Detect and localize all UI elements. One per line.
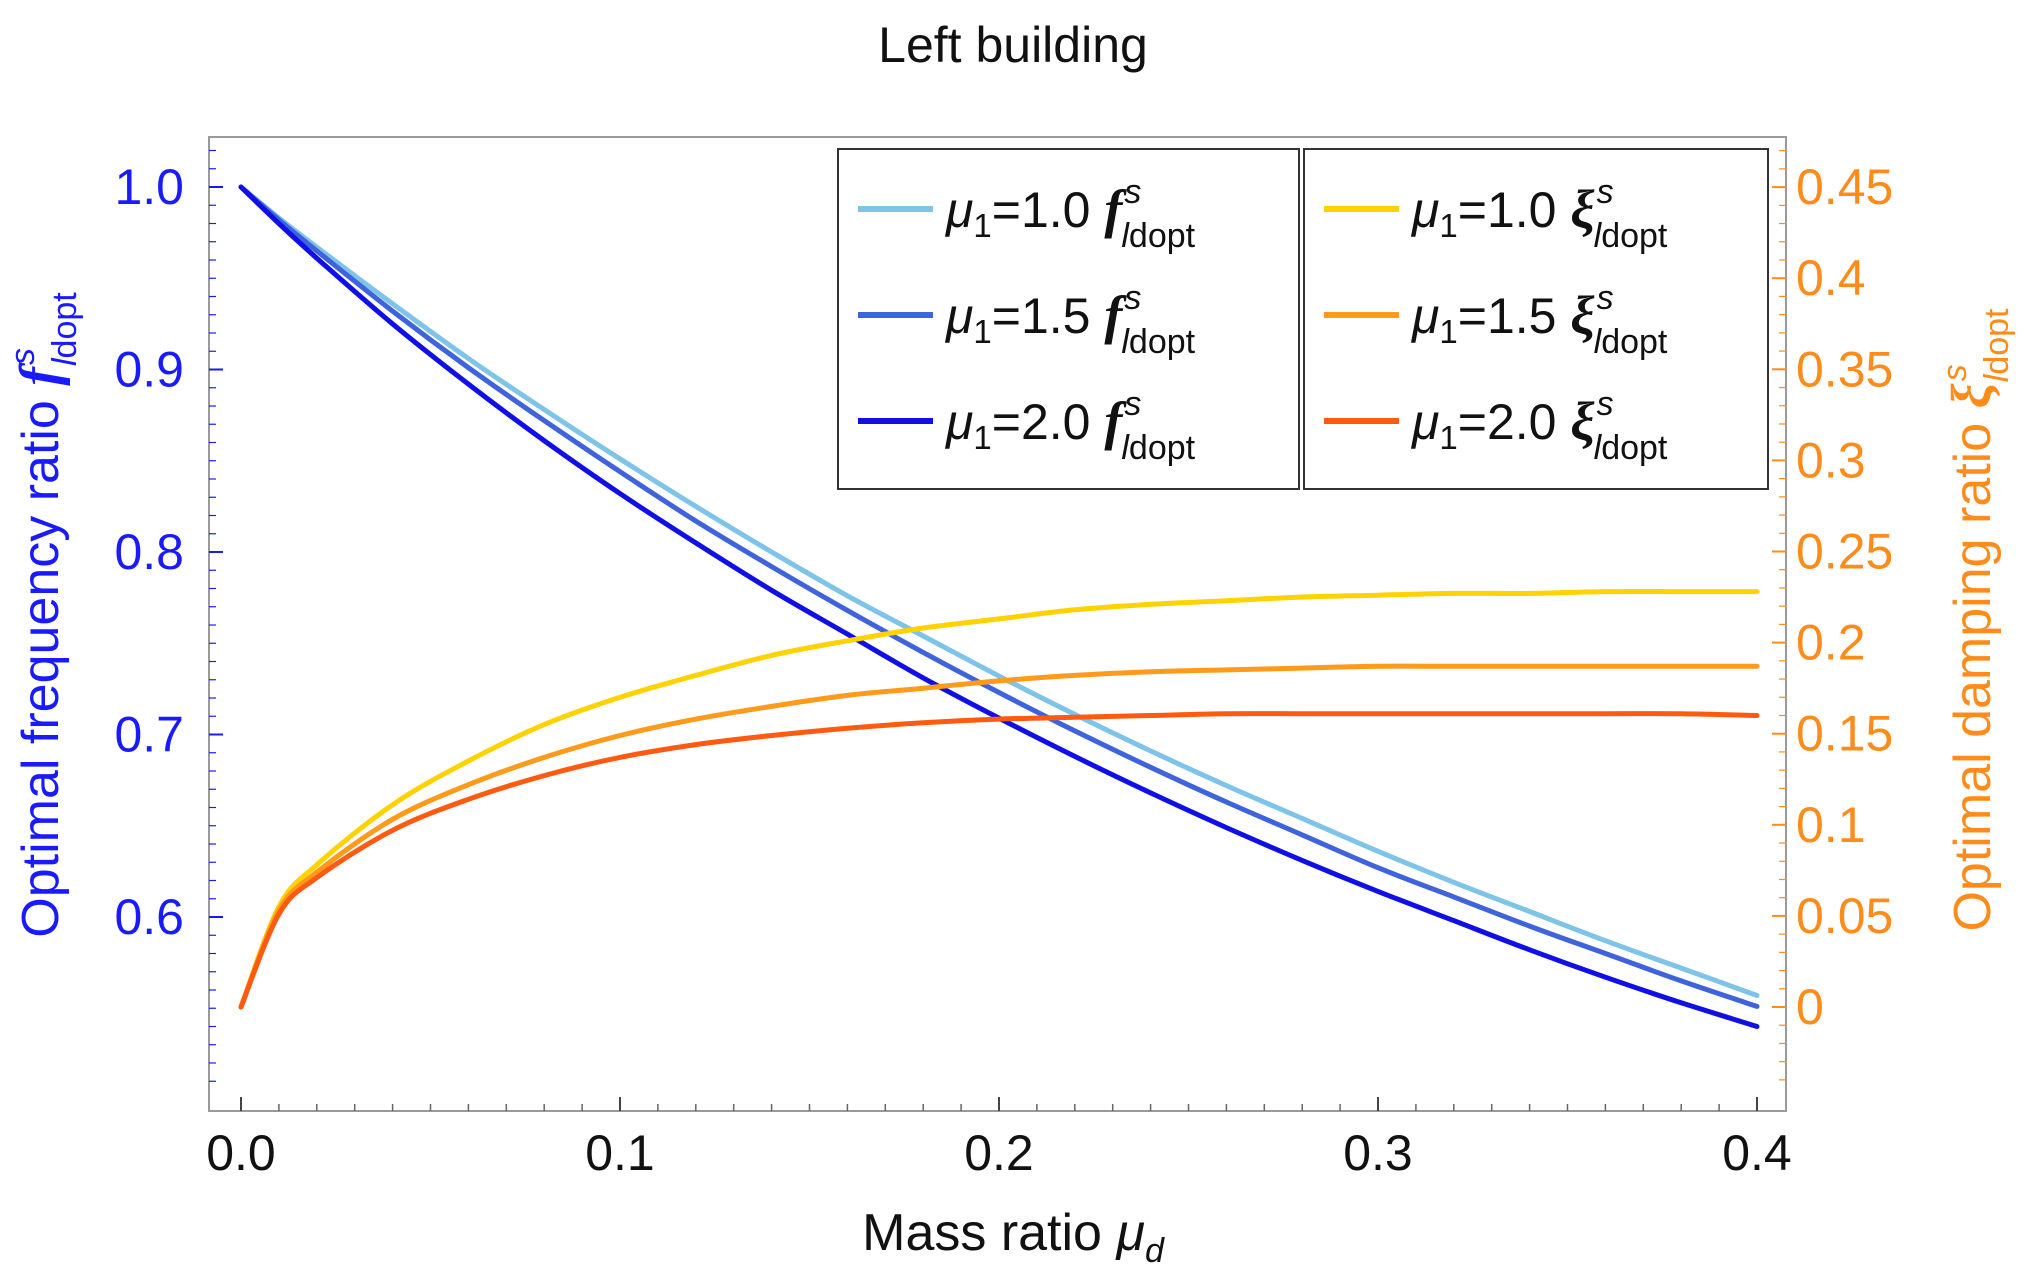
series-line-1 — [238, 184, 1760, 998]
y-left-tick-label: 0.7 — [114, 707, 184, 763]
y-right-axis-label: Optimal damping ratio ξs ldopt — [1936, 308, 2016, 932]
legend: μ1=1.0 fs ldopt μ1=1.5 fs ldopt μ1=2.0 fs ldo… — [837, 148, 1769, 490]
legend-box-damping: μ1=1.0 ξs ldopt μ1=1.5 ξs ldopt μ1=2.0 ξs ldo… — [1303, 148, 1769, 490]
legend-entry-label: μ1=2.0 fs ldopt — [944, 385, 1196, 467]
legend-entry-label: μ1=1.5 fs ldopt — [944, 279, 1196, 361]
series-layer — [238, 184, 1760, 1029]
x-tick-label: 0.0 — [206, 1125, 276, 1181]
chart-title: Left building — [878, 17, 1148, 73]
series-line-2 — [238, 184, 1760, 1009]
y-right-tick-label: 0 — [1796, 979, 1824, 1035]
series-line-4 — [238, 588, 1760, 1010]
legend-entry-label: μ1=1.5 ξs ldopt — [1410, 279, 1668, 361]
y-right-tick-label: 0.1 — [1796, 797, 1866, 853]
y-left-tick-label: 1.0 — [114, 159, 184, 215]
x-tick-label: 0.2 — [964, 1125, 1034, 1181]
y-right-tick-label: 0.25 — [1796, 524, 1893, 580]
legend-box-damping-frame — [1303, 148, 1769, 490]
axis-labels: Mass ratio μd Optimal frequency ratio fs l… — [4, 292, 2016, 1270]
legend-box-frequency: μ1=1.0 fs ldopt μ1=1.5 fs ldopt μ1=2.0 fs ldo… — [837, 148, 1300, 490]
legend-box-frequency-frame — [837, 148, 1300, 490]
y-left-tick-label: 0.8 — [114, 524, 184, 580]
x-tick-label: 0.1 — [585, 1125, 655, 1181]
y-left-axis-label: Optimal frequency ratio fs ldopt — [4, 292, 84, 938]
series-line-3 — [238, 184, 1760, 1029]
legend-entry-label: μ1=1.0 fs ldopt — [944, 173, 1196, 255]
y-right-tick-label: 0.45 — [1796, 159, 1893, 215]
y-left-tick-label: 0.9 — [114, 342, 184, 398]
series-line-5 — [238, 663, 1760, 1010]
legend-entry-label: μ1=1.0 ξs ldopt — [1410, 173, 1668, 255]
x-tick-label: 0.4 — [1722, 1125, 1792, 1181]
y-right-tick-label: 0.35 — [1796, 341, 1893, 397]
legend-entry-label: μ1=2.0 ξs ldopt — [1410, 385, 1668, 467]
x-axis-label: Mass ratio μd — [862, 1204, 1165, 1270]
x-tick-label: 0.3 — [1343, 1125, 1413, 1181]
y-right-tick-label: 0.3 — [1796, 432, 1866, 488]
axes-layer: 0.0 0.1 0.2 0.3 0.4 0.6 0.7 0.8 0.9 1.0 0 0.05 0.1 0.… — [114, 149, 1893, 1181]
y-left-tick-label: 0.6 — [114, 889, 184, 945]
y-right-tick-label: 0.15 — [1796, 706, 1893, 762]
series-line-6 — [238, 711, 1760, 1010]
y-right-tick-label: 0.05 — [1796, 888, 1893, 944]
y-right-tick-label: 0.4 — [1796, 250, 1866, 306]
y-right-tick-label: 0.2 — [1796, 615, 1866, 671]
